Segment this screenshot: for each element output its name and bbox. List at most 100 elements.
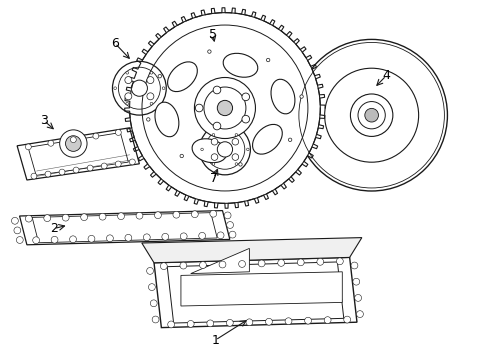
Circle shape: [59, 169, 65, 175]
Circle shape: [150, 71, 153, 74]
Circle shape: [211, 154, 217, 161]
Polygon shape: [154, 257, 356, 328]
Circle shape: [212, 134, 214, 136]
Circle shape: [224, 212, 231, 219]
Circle shape: [51, 236, 58, 243]
Ellipse shape: [270, 79, 294, 114]
Circle shape: [226, 319, 233, 326]
Circle shape: [211, 138, 217, 145]
Circle shape: [232, 138, 238, 145]
Circle shape: [146, 93, 154, 100]
Circle shape: [213, 122, 221, 130]
Circle shape: [235, 134, 237, 136]
Ellipse shape: [192, 139, 226, 163]
Circle shape: [198, 233, 205, 239]
Circle shape: [242, 115, 249, 123]
Text: 1: 1: [211, 334, 219, 347]
Circle shape: [350, 94, 392, 136]
Text: 3: 3: [40, 114, 48, 127]
Circle shape: [150, 300, 157, 307]
Circle shape: [199, 124, 250, 175]
Circle shape: [217, 142, 232, 157]
Polygon shape: [28, 132, 128, 175]
Circle shape: [146, 118, 150, 121]
Circle shape: [44, 215, 51, 221]
Circle shape: [194, 77, 255, 139]
Circle shape: [99, 213, 106, 220]
Circle shape: [195, 104, 203, 112]
Circle shape: [212, 163, 214, 165]
Circle shape: [60, 130, 87, 157]
Ellipse shape: [155, 102, 179, 137]
Circle shape: [336, 258, 343, 265]
Circle shape: [235, 163, 237, 165]
Circle shape: [226, 221, 233, 229]
Circle shape: [219, 261, 225, 268]
Circle shape: [217, 100, 232, 116]
Circle shape: [246, 148, 248, 151]
Circle shape: [114, 87, 116, 90]
Circle shape: [129, 13, 320, 203]
Circle shape: [93, 133, 99, 139]
Circle shape: [173, 211, 180, 218]
Circle shape: [73, 167, 79, 173]
Circle shape: [207, 50, 211, 53]
Circle shape: [65, 136, 81, 151]
Circle shape: [158, 75, 161, 78]
Circle shape: [115, 161, 121, 167]
Circle shape: [295, 39, 447, 191]
Circle shape: [297, 259, 304, 266]
Circle shape: [242, 93, 249, 101]
Text: 5: 5: [208, 28, 216, 41]
Circle shape: [148, 284, 155, 291]
Circle shape: [180, 262, 186, 269]
Circle shape: [129, 159, 135, 165]
Circle shape: [31, 173, 37, 179]
Polygon shape: [17, 128, 139, 180]
Circle shape: [12, 217, 19, 224]
Circle shape: [162, 233, 168, 240]
Circle shape: [143, 234, 150, 241]
Circle shape: [288, 138, 291, 141]
Circle shape: [45, 171, 51, 177]
Circle shape: [213, 86, 221, 94]
Circle shape: [62, 214, 69, 221]
Circle shape: [124, 93, 132, 100]
Ellipse shape: [252, 125, 282, 154]
Circle shape: [69, 236, 76, 243]
Circle shape: [150, 102, 153, 105]
Text: 2: 2: [50, 222, 58, 235]
Ellipse shape: [167, 62, 197, 91]
Circle shape: [324, 68, 418, 162]
Circle shape: [364, 108, 378, 122]
Circle shape: [352, 278, 359, 285]
Text: 7: 7: [209, 172, 217, 185]
Circle shape: [131, 80, 147, 96]
Circle shape: [16, 237, 23, 243]
Circle shape: [357, 102, 385, 129]
Circle shape: [232, 154, 238, 161]
Circle shape: [101, 163, 107, 169]
Circle shape: [316, 258, 323, 265]
Circle shape: [266, 58, 269, 62]
Polygon shape: [20, 211, 229, 245]
Circle shape: [299, 95, 303, 98]
Circle shape: [199, 262, 206, 269]
Circle shape: [125, 234, 132, 241]
Circle shape: [258, 260, 264, 267]
Circle shape: [238, 163, 242, 166]
Circle shape: [191, 211, 198, 218]
Circle shape: [354, 294, 361, 301]
Circle shape: [356, 311, 363, 318]
Text: 4: 4: [382, 69, 389, 82]
Circle shape: [118, 213, 124, 220]
Polygon shape: [32, 213, 217, 243]
Circle shape: [81, 214, 87, 221]
Circle shape: [238, 261, 245, 267]
Circle shape: [87, 165, 93, 171]
Circle shape: [167, 321, 174, 328]
Circle shape: [180, 154, 183, 158]
Circle shape: [265, 318, 272, 325]
Circle shape: [245, 319, 252, 326]
Circle shape: [277, 260, 284, 266]
